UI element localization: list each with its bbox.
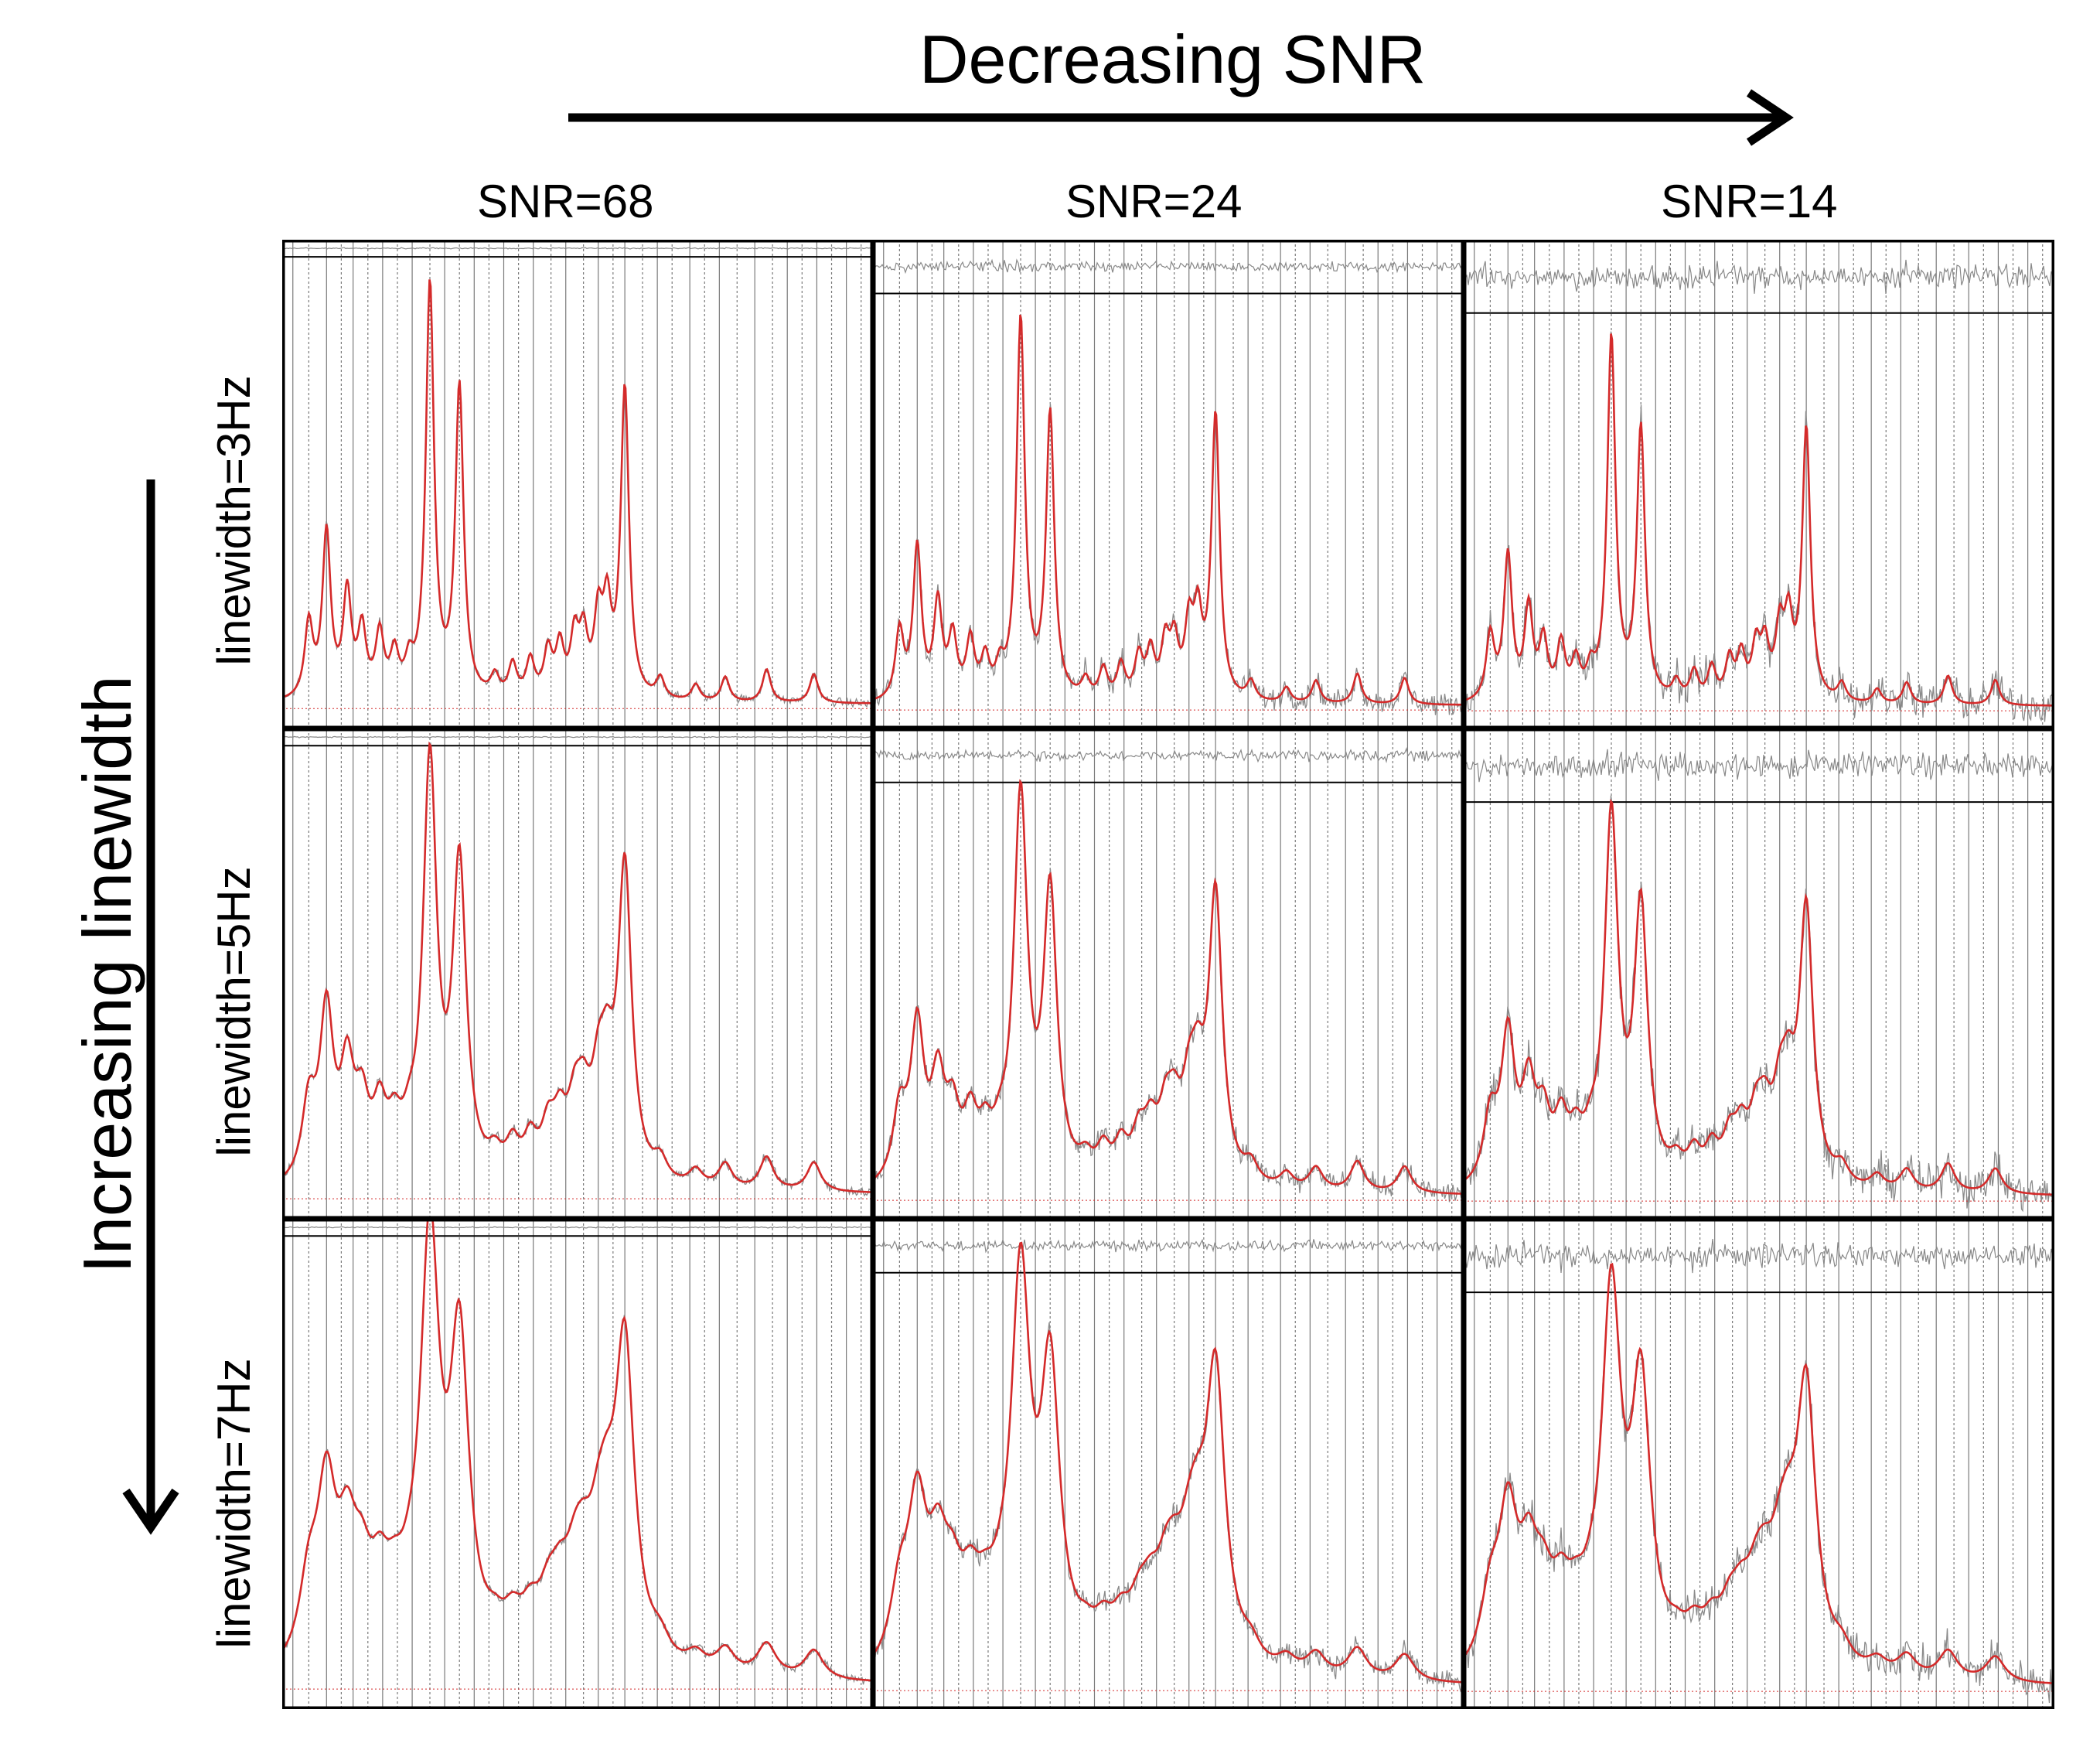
fit-trace (1464, 333, 2054, 707)
residual-trace (282, 247, 873, 250)
spectrum-panel (1464, 240, 2054, 728)
row-label-linewidth-7hz: linewidth=7Hz (208, 1358, 260, 1649)
data-trace (282, 281, 873, 708)
fit-trace (1464, 1262, 2054, 1684)
column-label-snr-24: SNR=24 (1065, 176, 1243, 227)
spectrum-panel (873, 240, 1464, 728)
row-label-linewidth-5hz: linewidth=5Hz (208, 866, 260, 1157)
right-arrow (568, 89, 1794, 146)
fit-trace (1464, 799, 2054, 1196)
panel-frame (873, 240, 1464, 728)
data-trace (873, 314, 1464, 715)
residual-trace (1464, 1238, 2054, 1274)
spectrum-panel (282, 1219, 873, 1709)
panel-frame (282, 728, 873, 1219)
panel-frame (1464, 728, 2054, 1219)
data-trace (873, 785, 1464, 1203)
panel-frame (1464, 240, 2054, 728)
spectrum-panel (873, 1219, 1464, 1709)
panel-frame (873, 1219, 1464, 1709)
spectrum-panel (282, 240, 873, 728)
fit-trace (873, 779, 1464, 1195)
fit-trace (282, 279, 873, 705)
down-arrow (122, 479, 179, 1535)
residual-trace (1464, 749, 2054, 783)
residual-trace (873, 258, 1464, 275)
spectra-grid (282, 240, 2054, 1709)
spectrum-panel (1464, 1219, 2054, 1709)
spectrum-panel (873, 728, 1464, 1219)
data-trace (873, 1245, 1464, 1693)
panel-frame (873, 728, 1464, 1219)
fit-trace (282, 741, 873, 1193)
fit-trace (873, 1241, 1464, 1684)
left-axis-title: Increasing linewidth (69, 675, 145, 1274)
column-label-snr-14: SNR=14 (1661, 176, 1838, 227)
column-label-snr-68: SNR=68 (477, 176, 654, 227)
spectrum-panel (282, 728, 873, 1219)
data-trace (282, 1219, 873, 1685)
data-trace (1464, 1263, 2054, 1704)
spectrum-panel (1464, 728, 2054, 1219)
fit-trace (282, 1219, 873, 1682)
panel-frame (1464, 1219, 2054, 1709)
residual-trace (873, 747, 1464, 763)
panel-frame (282, 1219, 873, 1709)
residual-trace (1464, 259, 2054, 294)
fit-trace (873, 314, 1464, 706)
panel-frame (282, 240, 873, 728)
residual-trace (873, 1238, 1464, 1254)
data-trace (282, 742, 873, 1197)
residual-trace (282, 1226, 873, 1229)
top-axis-title: Decreasing SNR (919, 21, 1427, 97)
row-label-linewidth-3hz: linewidth=3Hz (208, 375, 260, 666)
data-trace (1464, 331, 2054, 722)
residual-trace (282, 735, 873, 739)
data-trace (1464, 795, 2054, 1213)
